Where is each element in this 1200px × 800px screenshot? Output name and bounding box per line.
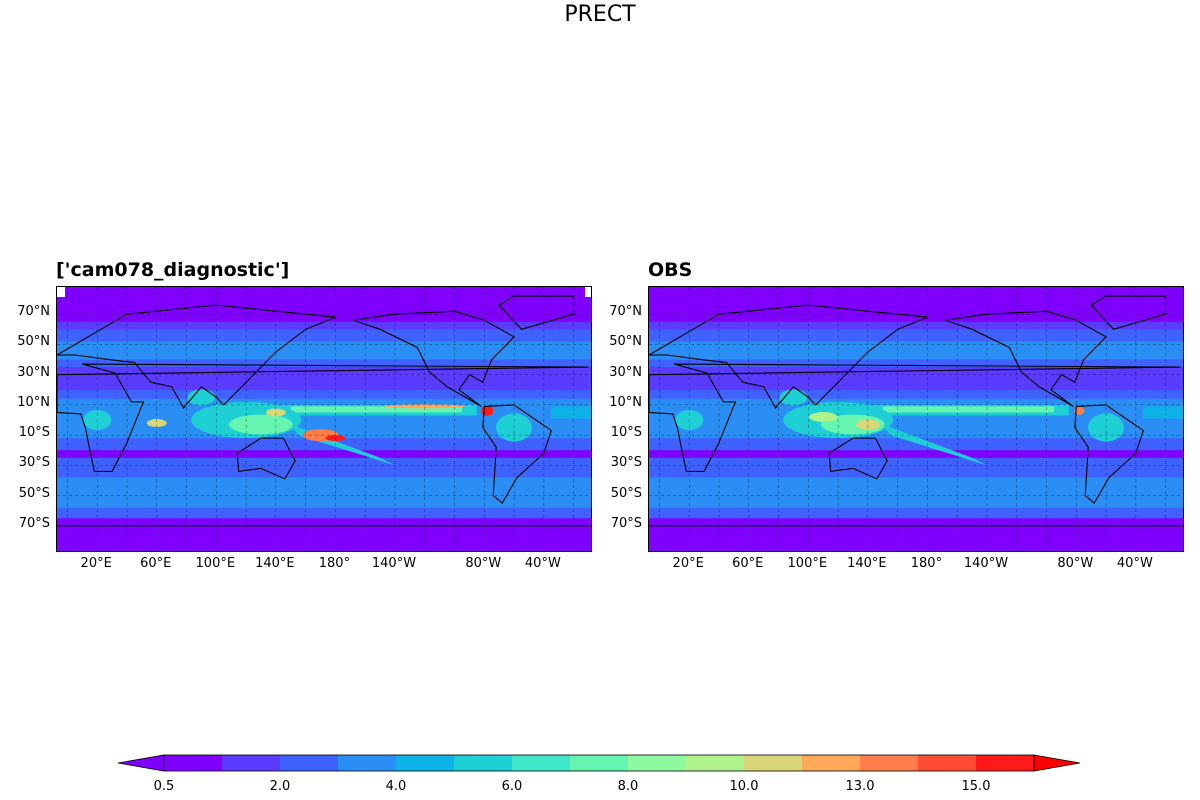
lat-tick-label: 30°N <box>609 364 642 380</box>
precip-map-obs <box>649 287 1183 551</box>
colorbar-extend-under <box>118 754 165 772</box>
lat-tick-label: 50°N <box>609 334 642 350</box>
colorbar-tick-label: 15.0 <box>961 779 991 794</box>
map-panel-obs <box>648 286 1184 552</box>
lat-tick-label: 50°N <box>17 334 50 350</box>
colorbar-tick-label: 8.0 <box>617 779 639 794</box>
lon-tick-label: 140°E <box>847 556 887 571</box>
colorbar-extend-over <box>1033 754 1080 772</box>
coastline-0 <box>649 363 1181 472</box>
lon-tick-label: 80°W <box>465 556 502 571</box>
lat-tick-label: 50°S <box>610 485 642 501</box>
precip-map-model <box>57 287 591 551</box>
colorbar-segment <box>338 755 397 771</box>
lat-tick-label: 10°S <box>18 425 50 441</box>
lon-tick-label: 180° <box>318 556 351 571</box>
colorbar-segment <box>976 755 1035 771</box>
lon-tick-label: 20°E <box>80 556 112 571</box>
colorbar-tick-label: 6.0 <box>501 779 523 794</box>
colorbar-segment <box>802 755 861 771</box>
colorbar-frame <box>163 754 1035 772</box>
lon-tick-label: 40°W <box>1116 556 1153 571</box>
figure-title: PRECT <box>564 2 636 27</box>
lon-tick-label: 140°W <box>963 556 1009 571</box>
lat-tick-label: 10°N <box>609 394 642 410</box>
lon-tick-label: 80°W <box>1057 556 1094 571</box>
map-panel-model <box>56 286 592 552</box>
colorbar-tick-label: 4.0 <box>385 779 407 794</box>
panel-title-obs: OBS <box>648 259 693 281</box>
colorbar-segment <box>512 755 571 771</box>
colorbar-segment <box>686 755 745 771</box>
coastline-0 <box>57 363 589 472</box>
lat-tick-label: 70°S <box>18 515 50 531</box>
coastline-4 <box>482 404 552 504</box>
coastline-5 <box>1090 295 1167 330</box>
colorbar-tick-label: 13.0 <box>845 779 875 794</box>
colorbar-tick-label: 10.0 <box>729 779 759 794</box>
lat-tick-label: 10°S <box>610 425 642 441</box>
lat-tick-label: 10°N <box>17 394 50 410</box>
coastline-3 <box>353 310 515 407</box>
colorbar-segment <box>396 755 455 771</box>
lat-tick-label: 70°N <box>17 304 50 320</box>
colorbar-segment <box>744 755 803 771</box>
colorbar-tick-label: 0.5 <box>153 779 175 794</box>
lon-tick-label: 20°E <box>672 556 704 571</box>
lat-tick-label: 70°S <box>610 515 642 531</box>
panel-title-model: ['cam078_diagnostic'] <box>56 259 290 281</box>
lon-tick-label: 140°E <box>255 556 295 571</box>
colorbar-segment <box>860 755 919 771</box>
lon-tick-label: 60°E <box>140 556 172 571</box>
colorbar-segment <box>918 755 977 771</box>
coastline-2 <box>236 437 296 480</box>
colorbar <box>118 754 1080 772</box>
coastline-3 <box>945 310 1107 407</box>
lon-tick-label: 40°W <box>524 556 561 571</box>
coastline-4 <box>1074 404 1144 504</box>
lat-tick-label: 30°S <box>610 455 642 471</box>
lat-tick-label: 50°S <box>18 485 50 501</box>
lon-tick-label: 100°E <box>195 556 236 571</box>
lat-tick-label: 70°N <box>609 304 642 320</box>
lon-tick-label: 140°W <box>371 556 417 571</box>
lat-tick-label: 30°N <box>17 364 50 380</box>
lon-tick-label: 60°E <box>732 556 764 571</box>
colorbar-segment <box>454 755 513 771</box>
lat-tick-label: 30°S <box>18 455 50 471</box>
colorbar-segment <box>280 755 339 771</box>
colorbar-segment <box>570 755 629 771</box>
colorbar-segment <box>164 755 223 771</box>
colorbar-segment <box>628 755 687 771</box>
coastline-5 <box>498 295 575 330</box>
coastline-2 <box>828 437 888 480</box>
colorbar-segment <box>222 755 281 771</box>
lon-tick-label: 100°E <box>787 556 828 571</box>
colorbar-tick-label: 2.0 <box>269 779 291 794</box>
lon-tick-label: 180° <box>910 556 943 571</box>
